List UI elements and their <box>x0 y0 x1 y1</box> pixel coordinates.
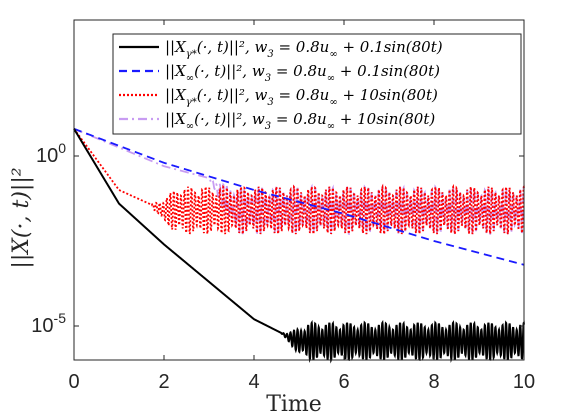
legend-label-1: ||Xγ*(·, t)||², w3 = 0.8u∞ + 0.1sin(80t) <box>165 38 443 60</box>
x-tick-label: 0 <box>68 371 79 393</box>
x-tick-label: 8 <box>428 371 439 393</box>
x-axis-label: Time <box>266 392 322 417</box>
series-line-2 <box>73 127 525 266</box>
x-tick-label: 2 <box>158 371 169 393</box>
legend-label-3: ||Xγ*(·, t)||², w3 = 0.8u∞ + 10sin(80t) <box>165 86 438 108</box>
axes-box <box>73 19 525 361</box>
y-axis-label-text: ||X(·, t)||² <box>9 167 34 268</box>
plot-area <box>73 127 525 364</box>
legend: ||Xγ*(·, t)||², w3 = 0.8u∞ + 0.1sin(80t)… <box>112 33 522 135</box>
y-tick-label: 100 <box>36 140 66 167</box>
legend-label-2: ||X∞(·, t)||², w3 = 0.8u∞ + 0.1sin(80t) <box>165 62 440 84</box>
legend-box <box>112 33 522 135</box>
y-axis-label: ||X(·, t)||² <box>9 167 34 268</box>
y-tick-label: 10-5 <box>31 310 66 337</box>
legend-label-4: ||X∞(·, t)||², w3 = 0.8u∞ + 10sin(80t) <box>165 110 435 132</box>
series-line-1 <box>73 128 525 364</box>
series-line-3 <box>73 128 525 236</box>
x-tick-label: 4 <box>248 371 259 393</box>
x-tick-label: 10 <box>513 371 535 393</box>
x-tick-label: 6 <box>338 371 349 393</box>
axis-ticks: 0 2 4 6 8 10 100 10-5 <box>31 20 535 393</box>
